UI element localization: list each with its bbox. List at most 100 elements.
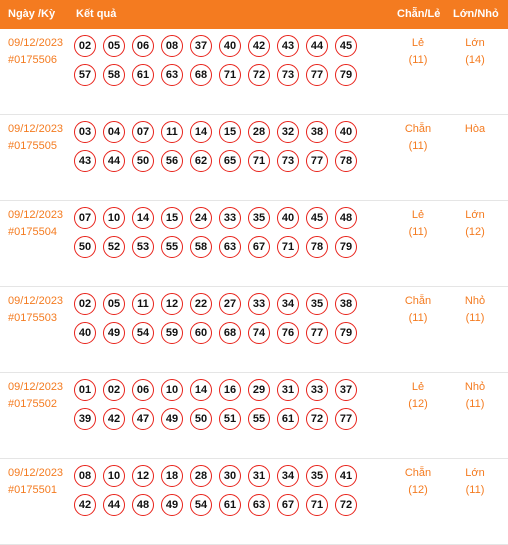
number-ball: 52: [103, 236, 125, 258]
draw-id: #0175503: [8, 312, 57, 324]
number-ball: 74: [248, 322, 270, 344]
number-ball: 10: [103, 207, 125, 229]
parity-count: (11): [408, 54, 428, 66]
number-ball: 11: [132, 293, 154, 315]
number-ball: 77: [335, 408, 357, 430]
table-row: 09/12/2023 #0175505 03 04 07 11 14 15 28 32 38 40 43…: [0, 115, 508, 201]
number-ball: 02: [74, 293, 96, 315]
number-ball: 32: [277, 121, 299, 143]
number-ball: 63: [219, 236, 241, 258]
size-result: Lớn: [465, 467, 485, 479]
number-ball: 73: [277, 64, 299, 86]
draw-id: #0175505: [8, 140, 57, 152]
number-ball: 28: [190, 465, 212, 487]
number-ball: 61: [219, 494, 241, 516]
parity-count: (12): [408, 484, 428, 496]
number-ball: 02: [103, 379, 125, 401]
number-ball: 33: [306, 379, 328, 401]
number-ball: 53: [132, 236, 154, 258]
number-ball: 45: [335, 35, 357, 57]
number-ball: 40: [335, 121, 357, 143]
number-ball: 71: [306, 494, 328, 516]
number-ball: 27: [219, 293, 241, 315]
number-ball: 50: [74, 236, 96, 258]
number-ball: 42: [103, 408, 125, 430]
number-ball: 08: [161, 35, 183, 57]
number-ball: 12: [132, 465, 154, 487]
number-ball: 10: [103, 465, 125, 487]
number-ball: 14: [190, 121, 212, 143]
number-ball: 02: [74, 35, 96, 57]
number-ball: 33: [248, 293, 270, 315]
size-count: (11): [465, 484, 485, 496]
draw-date: 09/12/2023: [8, 123, 64, 135]
number-ball: 15: [161, 207, 183, 229]
number-ball: 51: [219, 408, 241, 430]
number-ball: 59: [161, 322, 183, 344]
number-ball: 43: [74, 150, 96, 172]
number-ball: 71: [248, 150, 270, 172]
number-ball: 05: [103, 35, 125, 57]
number-ball: 54: [190, 494, 212, 516]
parity-result: Lẻ: [411, 37, 425, 49]
table-row: 09/12/2023 #0175504 07 10 14 15 24 33 35 40 45 48 50…: [0, 201, 508, 287]
number-ball: 72: [306, 408, 328, 430]
number-ball: 54: [132, 322, 154, 344]
size-result: Nhỏ: [464, 381, 486, 393]
number-ball: 03: [74, 121, 96, 143]
parity-count: (11): [408, 312, 428, 324]
number-ball: 79: [335, 322, 357, 344]
draw-id: #0175506: [8, 54, 57, 66]
number-ball: 40: [219, 35, 241, 57]
number-ball: 34: [277, 465, 299, 487]
parity-count: (11): [408, 226, 428, 238]
number-ball: 42: [74, 494, 96, 516]
draw-date: 09/12/2023: [8, 295, 64, 307]
parity-result: Lẻ: [411, 209, 425, 221]
table-header: Ngày /Kỳ Kết quả Chẵn/Lẻ Lớn/Nhỏ: [0, 0, 508, 29]
number-ball: 41: [335, 465, 357, 487]
number-ball: 35: [306, 465, 328, 487]
number-ball: 47: [132, 408, 154, 430]
number-ball: 78: [335, 150, 357, 172]
size-count: (11): [465, 312, 485, 324]
number-ball: 30: [219, 465, 241, 487]
number-ball: 56: [161, 150, 183, 172]
number-ball: 31: [248, 465, 270, 487]
number-ball: 77: [306, 322, 328, 344]
number-ball: 68: [219, 322, 241, 344]
number-ball: 18: [161, 465, 183, 487]
number-ball: 14: [190, 379, 212, 401]
number-ball: 49: [161, 408, 183, 430]
number-ball: 72: [335, 494, 357, 516]
number-ball: 44: [306, 35, 328, 57]
parity-result: Chẵn: [404, 467, 432, 479]
number-ball: 79: [335, 64, 357, 86]
number-ball: 07: [74, 207, 96, 229]
number-ball: 57: [74, 64, 96, 86]
number-ball: 77: [306, 64, 328, 86]
size-result: Lớn: [465, 37, 485, 49]
number-ball: 71: [219, 64, 241, 86]
number-ball: 38: [335, 293, 357, 315]
size-count: (11): [465, 398, 485, 410]
number-ball: 04: [103, 121, 125, 143]
number-ball: 43: [277, 35, 299, 57]
number-ball: 60: [190, 322, 212, 344]
number-ball: 77: [306, 150, 328, 172]
number-ball: 42: [248, 35, 270, 57]
number-ball: 58: [103, 64, 125, 86]
number-ball: 61: [277, 408, 299, 430]
number-ball: 31: [277, 379, 299, 401]
header-date-label: Ngày /Kỳ: [8, 8, 56, 20]
number-ball: 14: [132, 207, 154, 229]
size-result: Nhỏ: [464, 295, 486, 307]
number-ball: 48: [335, 207, 357, 229]
parity-result: Chẵn: [404, 123, 432, 135]
number-ball: 08: [74, 465, 96, 487]
number-ball: 72: [248, 64, 270, 86]
number-ball: 06: [132, 379, 154, 401]
number-ball: 16: [219, 379, 241, 401]
number-ball: 44: [103, 150, 125, 172]
number-ball: 37: [190, 35, 212, 57]
